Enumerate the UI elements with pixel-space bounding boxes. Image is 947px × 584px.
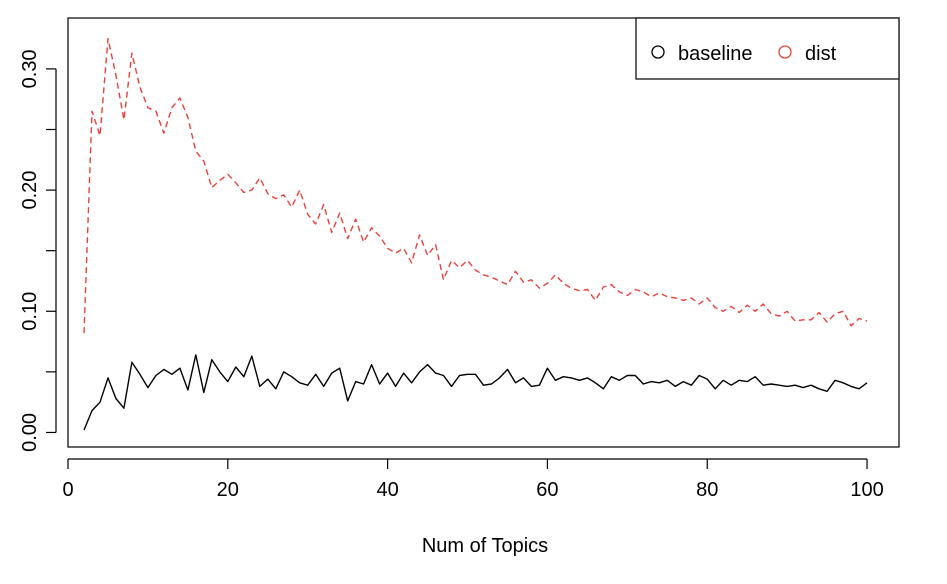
x-tick-label: 40 — [376, 479, 398, 501]
legend-marker-baseline — [651, 45, 665, 59]
legend: baseline dist — [635, 17, 900, 80]
x-tick-label: 60 — [536, 479, 558, 501]
x-axis-label: Num of Topics — [422, 535, 548, 557]
x-tick-label: 80 — [696, 479, 718, 501]
x-tick-label: 20 — [217, 479, 239, 501]
series-line-dist — [83, 37, 868, 334]
legend-marker-dist — [778, 45, 792, 59]
legend-box — [635, 17, 900, 80]
y-tick-label: 0.00 — [19, 413, 41, 452]
plot-frame — [67, 17, 900, 448]
series-layer — [83, 37, 868, 431]
y-tick-label: 0.30 — [19, 49, 41, 88]
x-tick-label: 0 — [62, 479, 73, 501]
x-axis: 0 20 40 60 80 100 — [62, 458, 884, 501]
y-tick-label: 0.10 — [19, 292, 41, 331]
series-line-baseline — [83, 354, 868, 431]
legend-label-dist: dist — [805, 43, 837, 65]
x-tick-label: 100 — [850, 479, 883, 501]
y-axis: 0.00 0.10 0.20 0.30 — [19, 49, 57, 452]
y-tick-label: 0.20 — [19, 171, 41, 210]
legend-label-baseline: baseline — [678, 43, 753, 65]
